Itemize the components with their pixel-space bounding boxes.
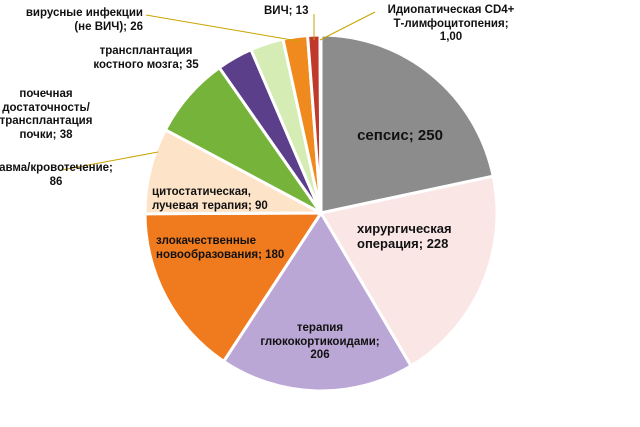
slice-label-cd4: Идиопатическая CD4+ Т-лимфоцитопения; 1,… xyxy=(387,4,515,44)
slice-label-cytostatic: цитостатическая, лучевая терапия; 90 xyxy=(152,186,268,212)
slice-label-viral: вирусные инфекции (не ВИЧ); 26 xyxy=(25,7,143,33)
slice-label-surgery: хирургическая операция; 228 xyxy=(357,221,452,252)
pie-slices xyxy=(143,33,499,393)
slice-label-trauma: авма/кровотечение; 86 xyxy=(0,162,113,188)
slice-label-bone-marrow: трансплантация костного мозга; 35 xyxy=(93,45,199,71)
pie-slice-2 xyxy=(222,211,413,393)
slice-label-sepsis: сепсис; 250 xyxy=(357,127,443,144)
slice-label-neoplasms: злокачественные новообразования; 180 xyxy=(156,235,285,261)
slice-label-renal: почечная достаточность/ трансплантация п… xyxy=(0,88,93,141)
pie-slice-1 xyxy=(319,174,499,368)
slice-label-hiv: ВИЧ; 13 xyxy=(264,5,309,17)
pie-slice-3 xyxy=(143,211,323,363)
pie-slice-0 xyxy=(319,33,495,215)
leader-lines xyxy=(61,11,376,171)
pie-slice-10 xyxy=(318,33,323,215)
slice-label-glucocorticoids: терапия глюкокортикоидами; 206 xyxy=(260,322,380,362)
